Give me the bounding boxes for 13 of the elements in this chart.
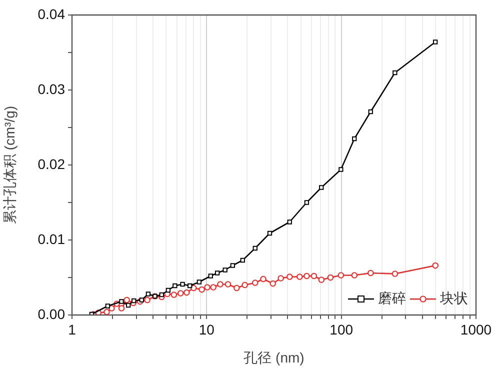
x-tick-label: 10: [198, 321, 215, 338]
legend-label: 磨碎: [378, 290, 406, 306]
legend-label: 块状: [439, 290, 468, 306]
x-tick-label: 100: [330, 321, 354, 338]
y-tick-label: 0.03: [38, 80, 66, 97]
y-tick-label: 0.00: [38, 306, 66, 322]
y-tick-label: 0.01: [38, 230, 66, 247]
x-tick-label: 1000: [460, 321, 492, 338]
x-tick-label: 1: [68, 321, 76, 338]
y-tick-label: 0.02: [38, 156, 66, 172]
y-tick-label: 0.04: [38, 6, 66, 22]
y-axis-title: 累计孔体积 (cm³/g): [1, 106, 18, 224]
x-axis-title: 孔径 (nm): [244, 349, 304, 366]
